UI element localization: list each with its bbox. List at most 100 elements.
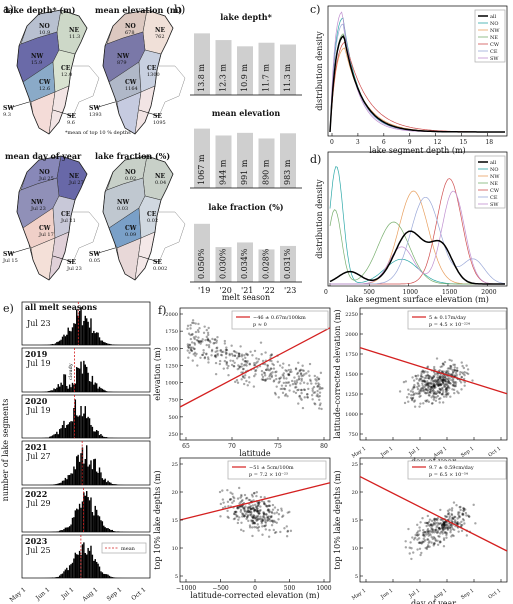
scatter-point bbox=[438, 535, 441, 538]
scatter-point bbox=[227, 516, 230, 520]
scatter-point bbox=[445, 387, 448, 390]
scatter-point bbox=[288, 384, 292, 387]
panel-c-letter: c) bbox=[310, 3, 320, 16]
scatter-point bbox=[449, 395, 452, 398]
histogram-bar bbox=[49, 390, 51, 392]
histogram-bar bbox=[74, 323, 77, 345]
legend-entry: CE bbox=[490, 49, 498, 55]
scatter-point bbox=[433, 541, 436, 545]
scatter-point bbox=[249, 508, 253, 511]
y-tick-label: 15 bbox=[172, 518, 178, 524]
scatter-point bbox=[188, 343, 192, 347]
scatter-point bbox=[441, 523, 444, 526]
scatter-point bbox=[236, 506, 239, 510]
region-value: 1300 bbox=[147, 72, 160, 78]
scatter-point bbox=[270, 367, 273, 370]
scatter-point bbox=[208, 339, 211, 342]
scatter-point bbox=[277, 513, 281, 516]
scatter-point bbox=[438, 401, 441, 404]
scatter-point bbox=[187, 332, 191, 335]
scatter-point bbox=[311, 389, 314, 392]
scatter-point bbox=[202, 351, 205, 354]
histogram-bar bbox=[105, 437, 108, 438]
y-tick-label: 750 bbox=[348, 432, 358, 438]
scatter-point bbox=[429, 385, 433, 388]
scatter-point bbox=[224, 351, 227, 354]
scatter-point bbox=[421, 541, 425, 544]
histogram-bar bbox=[54, 343, 57, 345]
scatter-point bbox=[446, 388, 449, 392]
scatter-point bbox=[444, 388, 448, 391]
scatter-point bbox=[435, 380, 439, 383]
scatter-point bbox=[252, 515, 256, 518]
scatter-point bbox=[269, 515, 272, 519]
scatter-point bbox=[407, 400, 410, 403]
scatter-point bbox=[197, 340, 201, 343]
scatter-point bbox=[432, 367, 436, 371]
scatter-point bbox=[240, 353, 244, 356]
scatter-point bbox=[432, 379, 435, 383]
histogram-bar bbox=[58, 386, 61, 392]
scatter-point bbox=[424, 383, 427, 386]
scatter-point bbox=[439, 389, 442, 392]
scatter-point bbox=[453, 363, 457, 366]
histogram-bar bbox=[93, 459, 95, 485]
scatter-point bbox=[298, 395, 301, 398]
scatter-point bbox=[189, 327, 192, 330]
scatter-point bbox=[246, 514, 250, 518]
region-value: 9.3 bbox=[3, 112, 11, 118]
scatter-point bbox=[426, 389, 429, 392]
scatter-point bbox=[251, 515, 254, 519]
scatter-point bbox=[188, 351, 191, 354]
scatter-point bbox=[436, 394, 440, 398]
scatter-point bbox=[436, 530, 440, 534]
scatter-point bbox=[456, 523, 459, 526]
scatter-point bbox=[442, 370, 445, 373]
histogram-bar bbox=[105, 528, 108, 532]
scatter-point bbox=[190, 349, 193, 352]
scatter-point bbox=[255, 507, 259, 510]
scatter-point bbox=[188, 343, 191, 347]
scatter-point bbox=[423, 530, 427, 534]
scatter-point bbox=[422, 380, 425, 383]
scatter-point bbox=[450, 509, 454, 512]
scatter-point bbox=[420, 541, 423, 545]
scatter-point bbox=[447, 513, 451, 516]
scatter-point bbox=[442, 378, 445, 381]
scatter-point bbox=[445, 377, 448, 381]
scatter-point bbox=[439, 377, 442, 380]
scatter-point bbox=[268, 510, 271, 513]
scatter-point bbox=[191, 359, 194, 362]
scatter-point bbox=[434, 539, 438, 542]
mean-date: Jul 19 bbox=[26, 359, 51, 368]
x-tick-label: 9 bbox=[408, 139, 412, 146]
scatter-point bbox=[414, 374, 418, 378]
scatter-point bbox=[271, 371, 274, 374]
scatter-point bbox=[207, 326, 210, 330]
scatter-point bbox=[424, 374, 428, 378]
scatter-point bbox=[418, 389, 422, 392]
scatter-point bbox=[235, 379, 239, 382]
scatter-point bbox=[438, 388, 442, 391]
scatter-point bbox=[215, 339, 218, 342]
scatter-point bbox=[285, 377, 288, 380]
y-axis-label: elevation (m) bbox=[153, 347, 162, 400]
scatter-point bbox=[260, 517, 264, 520]
scatter-point bbox=[316, 393, 319, 396]
scatter-point bbox=[431, 380, 435, 383]
histogram-bar bbox=[103, 479, 105, 485]
scatter-point bbox=[423, 535, 426, 538]
scatter-point bbox=[443, 360, 447, 364]
scatter-point bbox=[271, 519, 274, 523]
x-tick-label: 70 bbox=[228, 443, 236, 450]
scatter-point bbox=[277, 381, 280, 384]
scatter-point bbox=[426, 373, 430, 377]
scatter-point bbox=[293, 376, 296, 379]
scatter-point bbox=[264, 379, 267, 382]
scatter-point bbox=[425, 383, 428, 387]
y-axis-label: number of lake segments bbox=[1, 399, 10, 502]
histogram-bar bbox=[93, 384, 95, 392]
scatter-point bbox=[256, 515, 259, 519]
scatter-point bbox=[439, 388, 442, 391]
scatter-point bbox=[411, 390, 415, 394]
